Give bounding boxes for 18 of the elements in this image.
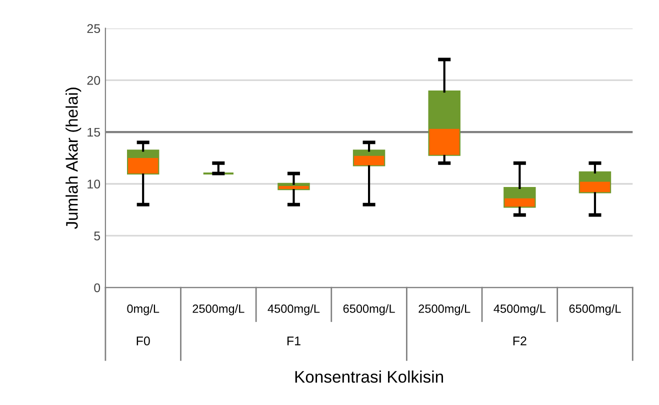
y-tick-label: 5 [94,232,100,240]
x-axis-title: Konsentrasi Kolkisin [295,370,443,383]
x-tick-label: 6500mg/L [569,304,621,316]
x-tick-label: 4500mg/L [268,304,320,316]
y-tick-label: 25 [87,24,100,33]
text: F2 [513,336,526,346]
y-axis-title: Jumlah Akar (helai) [66,88,82,230]
text: F0 [136,336,150,346]
x-tick-label: 4500mg/L [494,304,546,316]
y-tick-label: 10 [88,180,100,189]
y-tick-label: 15 [88,128,100,137]
y-tick-label: 20 [87,76,100,85]
x-tick-label: 2500mg/L [418,304,470,316]
x-tick-label: 6500mg/L [343,304,395,316]
text: F1 [287,336,300,346]
x-tick-label: 2500mg/L [192,304,244,316]
x-tick-label: 0mg/L [127,304,160,316]
y-tick-label: 0 [94,283,100,292]
